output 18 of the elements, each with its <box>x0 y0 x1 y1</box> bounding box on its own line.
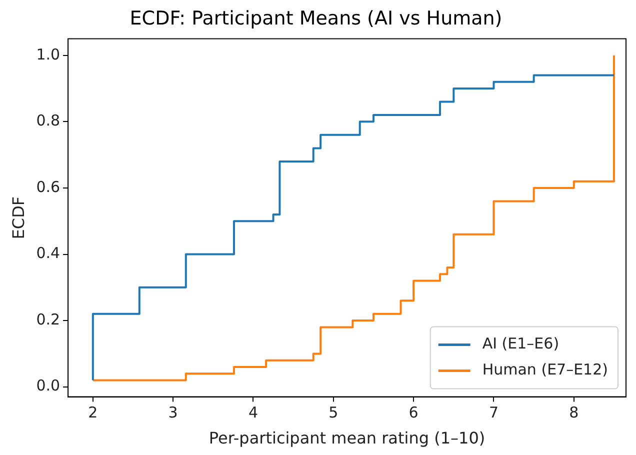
legend-label: AI (E1–E6) <box>482 334 560 353</box>
y-tick-label: 0.2 <box>36 310 60 328</box>
x-tick-label: 3 <box>168 404 178 422</box>
x-tick-label: 4 <box>248 404 258 422</box>
legend-label: Human (E7–E12) <box>482 360 608 379</box>
y-tick-label: 1.0 <box>36 45 60 64</box>
chart-title: ECDF: Participant Means (AI vs Human) <box>130 7 502 30</box>
x-tick-label: 5 <box>328 404 338 422</box>
x-axis-title: Per-participant mean rating (1–10) <box>208 428 486 448</box>
y-tick-label: 0.6 <box>36 178 60 196</box>
x-tick-label: 7 <box>488 404 498 422</box>
x-tick-label: 2 <box>88 404 98 422</box>
y-tick-label: 0.8 <box>36 112 60 130</box>
y-tick-label: 0.0 <box>36 376 60 395</box>
x-tick-label: 6 <box>408 404 418 422</box>
y-axis-title: ECDF <box>8 196 28 240</box>
x-tick-label: 8 <box>569 404 579 422</box>
y-tick-label: 0.4 <box>36 244 60 262</box>
